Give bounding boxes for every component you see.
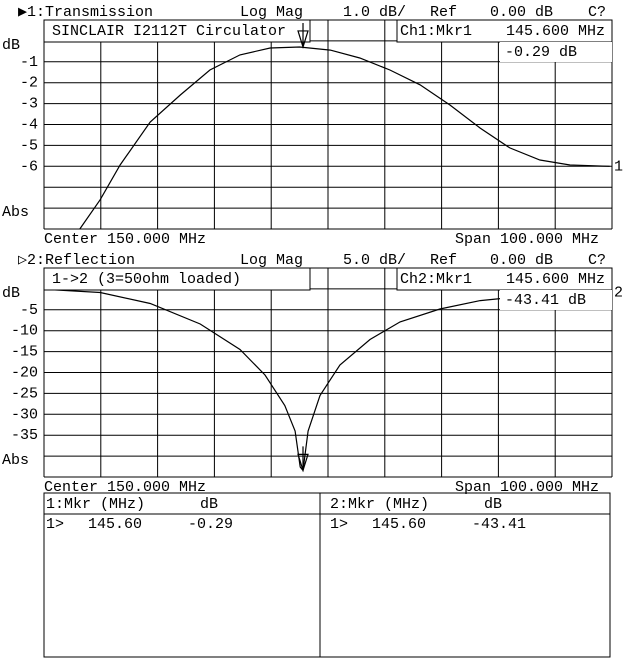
marker-channel: Ch2:Mkr1	[400, 271, 472, 288]
y-tick-label: -25	[11, 385, 38, 402]
table-header: 2:Mkr (MHz)	[330, 496, 429, 513]
table-header: 1:Mkr (MHz)	[46, 496, 145, 513]
marker	[297, 446, 309, 473]
y-tick-label: -5	[20, 137, 38, 154]
readout-box	[500, 42, 612, 62]
y-tick-label: -6	[20, 158, 38, 175]
marker-value: -0.29 dB	[505, 44, 577, 61]
note: 1->2 (3=50ohm loaded)	[52, 271, 241, 288]
y-tick-label: Abs	[2, 204, 29, 221]
table-header: dB	[200, 496, 218, 513]
marker-value: -43.41 dB	[505, 292, 586, 309]
table-cell: 1>	[46, 516, 64, 533]
y-tick-label: dB	[2, 285, 20, 302]
y-tick-label: -20	[11, 364, 38, 381]
y-tick-label: -15	[11, 344, 38, 361]
note-box	[43, 19, 311, 43]
trace	[79, 46, 610, 230]
ref-label: Ref	[430, 252, 457, 269]
ref-label: Ref	[430, 4, 457, 21]
center-freq: Center 150.000 MHz	[44, 231, 206, 248]
y-tick-label: -3	[20, 96, 38, 113]
span: Span 100.000 MHz	[455, 479, 599, 496]
table-header: dB	[484, 496, 502, 513]
scale: 1.0 dB/	[343, 4, 406, 21]
ref-value: 0.00 dB	[490, 252, 553, 269]
span: Span 100.000 MHz	[455, 231, 599, 248]
table-cell: 1>	[330, 516, 348, 533]
scale: 5.0 dB/	[343, 252, 406, 269]
table-cell: 145.60	[88, 516, 142, 533]
cal-status: C?	[588, 4, 606, 21]
note: SINCLAIR I2112T Circulator	[52, 23, 286, 40]
trace-label: 2	[614, 284, 623, 301]
y-tick-label: -4	[20, 116, 38, 133]
y-tick-label: dB	[2, 37, 20, 54]
ref-value: 0.00 dB	[490, 4, 553, 21]
marker-channel: Ch1:Mkr1	[400, 23, 472, 40]
chart-title: ▶1:Transmission	[18, 4, 153, 21]
trace-label: 1	[614, 158, 623, 175]
marker-freq: 145.600 MHz	[506, 271, 605, 288]
y-tick-label: -30	[11, 406, 38, 423]
table-cell: -0.29	[188, 516, 233, 533]
note-box	[43, 267, 311, 291]
center-freq: Center 150.000 MHz	[44, 479, 206, 496]
y-tick-label: -1	[20, 54, 38, 71]
format: Log Mag	[240, 4, 303, 21]
marker-freq: 145.600 MHz	[506, 23, 605, 40]
y-tick-label: -35	[11, 427, 38, 444]
y-tick-label: -2	[20, 75, 38, 92]
y-tick-label: Abs	[2, 452, 29, 469]
marker	[297, 22, 309, 49]
format: Log Mag	[240, 252, 303, 269]
y-tick-label: -10	[11, 323, 38, 340]
readout-box	[500, 290, 612, 310]
table-frame	[43, 492, 611, 658]
table-cell: -43.41	[472, 516, 526, 533]
y-tick-label: -5	[20, 302, 38, 319]
cal-status: C?	[588, 252, 606, 269]
chart-title: ▷2:Reflection	[18, 252, 135, 269]
table-cell: 145.60	[372, 516, 426, 533]
